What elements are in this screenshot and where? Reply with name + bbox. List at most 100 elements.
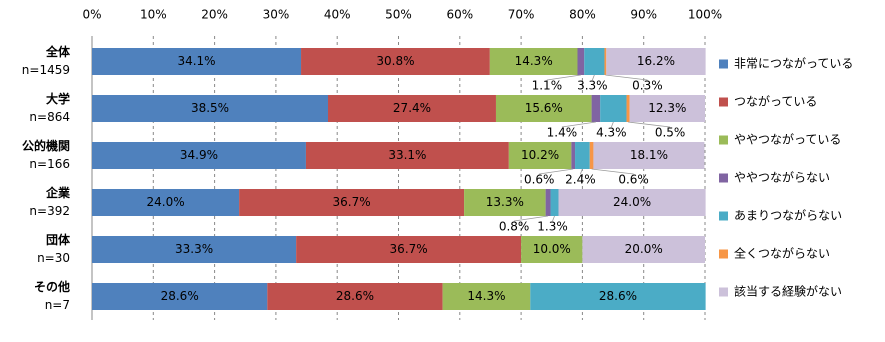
data-label: 0.3% (632, 79, 663, 93)
legend-swatch (719, 59, 728, 69)
legend-swatch (719, 173, 728, 183)
data-label: 33.3% (175, 242, 213, 256)
data-label: 10.2% (521, 148, 559, 162)
category-count: n=392 (29, 204, 70, 218)
bar-segment (521, 236, 583, 263)
x-tick-label: 70% (508, 8, 535, 22)
bar-segment (92, 283, 268, 310)
bar-segment (589, 142, 594, 169)
category-label: 公的機関 (22, 138, 70, 153)
bar-segment (92, 142, 306, 169)
bar-segment (606, 48, 706, 75)
category-label: 企業 (45, 185, 71, 200)
legend-swatch (719, 135, 728, 145)
data-label: 14.3% (467, 289, 505, 303)
legend-label: つながっている (734, 94, 817, 109)
bar-segment (575, 142, 590, 169)
legend-label: ややつながっている (734, 132, 841, 147)
x-tick-label: 30% (263, 8, 290, 22)
data-label: 1.1% (532, 79, 563, 93)
bar-segment (328, 95, 496, 122)
data-label: 15.6% (525, 101, 563, 115)
bar-segment (305, 142, 509, 169)
data-label: 0.6% (524, 173, 555, 187)
data-label: 3.3% (577, 79, 608, 93)
bar-segment (530, 283, 706, 310)
data-label: 2.4% (565, 173, 596, 187)
x-tick-label: 90% (630, 8, 657, 22)
legend-label: 非常につながっている (734, 56, 853, 71)
x-tick-label: 80% (569, 8, 596, 22)
legend-swatch (719, 97, 728, 107)
data-label: 33.1% (388, 148, 426, 162)
legend-label: 全くつながらない (734, 246, 830, 261)
bar-segment (604, 48, 607, 75)
category-count: n=7 (45, 298, 70, 312)
category-count: n=864 (29, 110, 70, 124)
data-label: 27.4% (393, 101, 431, 115)
data-label: 14.3% (515, 54, 553, 68)
bar-segment (239, 189, 465, 216)
leader-line (580, 168, 583, 175)
bar-segment (629, 95, 705, 122)
category-label: 全体 (45, 44, 71, 59)
bar-segment (267, 283, 443, 310)
bar-segment (92, 236, 297, 263)
bar-segment (489, 48, 578, 75)
data-label: 20.0% (625, 242, 663, 256)
legend-label: あまりつながらない (734, 208, 842, 223)
legend-label: 該当する経験がない (734, 284, 842, 299)
leader-line (539, 168, 574, 175)
leader-line (552, 215, 555, 222)
bar-segment (92, 48, 302, 75)
legend-label: ややつながらない (734, 170, 830, 185)
data-label: 28.6% (161, 289, 199, 303)
bar-segment (584, 48, 605, 75)
bar-segment (545, 189, 551, 216)
data-label: 28.6% (599, 289, 637, 303)
x-tick-label: 20% (201, 8, 228, 22)
bar-segment (508, 142, 572, 169)
bar-segment (626, 95, 630, 122)
data-label: 30.8% (376, 54, 414, 68)
data-label: 10.0% (533, 242, 571, 256)
bar-segment (550, 189, 559, 216)
category-label: その他 (34, 279, 70, 294)
x-tick-label: 60% (446, 8, 473, 22)
data-label: 24.0% (613, 195, 651, 209)
data-label: 34.1% (177, 54, 215, 68)
leader-line (546, 74, 581, 81)
category-label: 大学 (46, 91, 70, 106)
category-label: 団体 (46, 232, 71, 247)
data-label: 0.8% (499, 220, 530, 234)
data-label: 36.7% (333, 195, 371, 209)
bar-segment (600, 95, 627, 122)
data-label: 28.6% (336, 289, 374, 303)
bar-segment (591, 95, 601, 122)
data-label: 4.3% (596, 126, 627, 140)
bar-segment (296, 236, 522, 263)
bar-segment (593, 142, 705, 169)
category-count: n=1459 (22, 63, 70, 77)
data-label: 18.1% (630, 148, 668, 162)
category-count: n=30 (37, 251, 70, 265)
x-tick-label: 0% (82, 8, 101, 22)
legend-swatch (719, 249, 728, 259)
x-tick-label: 40% (324, 8, 351, 22)
leader-line (591, 168, 634, 175)
legend-swatch (719, 211, 728, 221)
data-label: 0.5% (655, 126, 686, 140)
bar-segment (495, 95, 592, 122)
bar-segment (464, 189, 546, 216)
leader-line (591, 74, 595, 81)
leader-line (514, 215, 549, 222)
leader-line (605, 74, 648, 81)
bar-segment (582, 236, 705, 263)
legend-swatch (719, 287, 728, 297)
x-tick-label: 50% (385, 8, 412, 22)
bar-segment (92, 95, 329, 122)
leader-line (561, 121, 596, 128)
bar-segment (558, 189, 706, 216)
bar-segment (92, 189, 240, 216)
